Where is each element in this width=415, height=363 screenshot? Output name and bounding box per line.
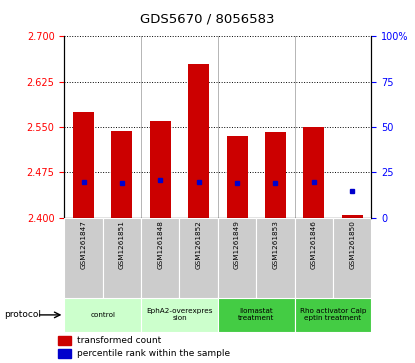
Bar (111, 131, 132, 218)
Bar (218, 218, 256, 298)
Bar (218, 298, 295, 332)
Bar (295, 298, 371, 332)
Text: GSM1261846: GSM1261846 (311, 220, 317, 269)
Text: GSM1261849: GSM1261849 (234, 220, 240, 269)
Text: percentile rank within the sample: percentile rank within the sample (78, 349, 231, 358)
Bar (295, 218, 333, 298)
Bar (227, 136, 248, 218)
Bar (141, 298, 218, 332)
Text: GSM1261851: GSM1261851 (119, 220, 125, 269)
Text: Rho activator Calp
eptin treatment: Rho activator Calp eptin treatment (300, 309, 366, 321)
Text: control: control (90, 312, 115, 318)
Bar (64, 218, 103, 298)
Text: EphA2-overexpres
sion: EphA2-overexpres sion (146, 309, 213, 321)
Text: protocol: protocol (4, 310, 41, 319)
Bar (58, 349, 71, 359)
Bar (73, 112, 94, 218)
Text: Ilomastat
treatment: Ilomastat treatment (238, 309, 274, 321)
Text: GSM1261847: GSM1261847 (81, 220, 86, 269)
Bar (303, 127, 325, 218)
Bar (179, 218, 218, 298)
Bar (103, 218, 141, 298)
Text: GSM1261848: GSM1261848 (157, 220, 163, 269)
Bar (141, 218, 180, 298)
Bar (58, 336, 71, 346)
Bar (333, 218, 371, 298)
Text: transformed count: transformed count (78, 336, 162, 345)
Text: GSM1261850: GSM1261850 (349, 220, 355, 269)
Bar (342, 215, 363, 218)
Text: GSM1261852: GSM1261852 (196, 220, 202, 269)
Text: GSM1261853: GSM1261853 (273, 220, 278, 269)
Text: GDS5670 / 8056583: GDS5670 / 8056583 (140, 13, 275, 26)
Bar (265, 132, 286, 218)
Bar (64, 298, 141, 332)
Bar (256, 218, 295, 298)
Bar (150, 121, 171, 218)
Bar (188, 64, 209, 218)
